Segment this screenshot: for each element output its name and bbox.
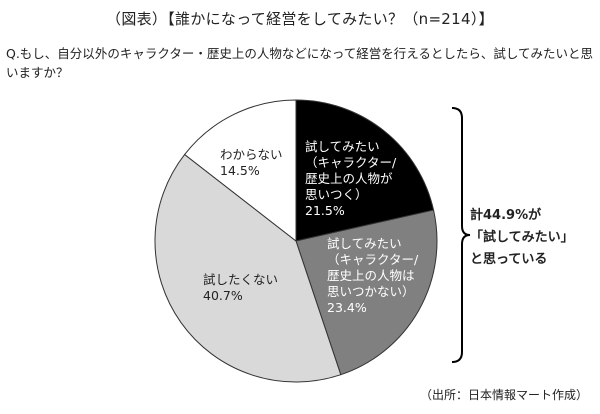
summary-annotation: 計44.9%が 「試してみたい」 と思っている — [470, 208, 574, 267]
pie-slice — [183, 99, 297, 243]
source-note: （出所：日本情報マート作成） — [419, 388, 588, 402]
slice-label-tried-thought-of: 試してみたい （キャラクター/ 歴史上の人物が 思いつく） 21.5% — [305, 139, 397, 218]
bracket — [451, 107, 471, 363]
pie-slice — [295, 99, 435, 242]
chart-title: （図表）【誰かになって経営をしてみたい？（n=214）】 — [106, 10, 494, 28]
slice-label-tried-not-thought-of: 試してみたい （キャラクター/ 歴史上の人物は 思いつかない） 23.4% — [327, 236, 419, 315]
slice-label-dont-want: 試したくない 40.7% — [203, 272, 279, 303]
pie-slices — [154, 99, 438, 383]
survey-question: Q.もし、自分以外のキャラクター・歴史上の人物などになって経営を行えるとしたら、… — [6, 46, 593, 80]
pie-slice — [154, 153, 342, 383]
slice-label-dont-know: わからない 14.5% — [220, 147, 283, 178]
pie-slice — [295, 209, 438, 376]
